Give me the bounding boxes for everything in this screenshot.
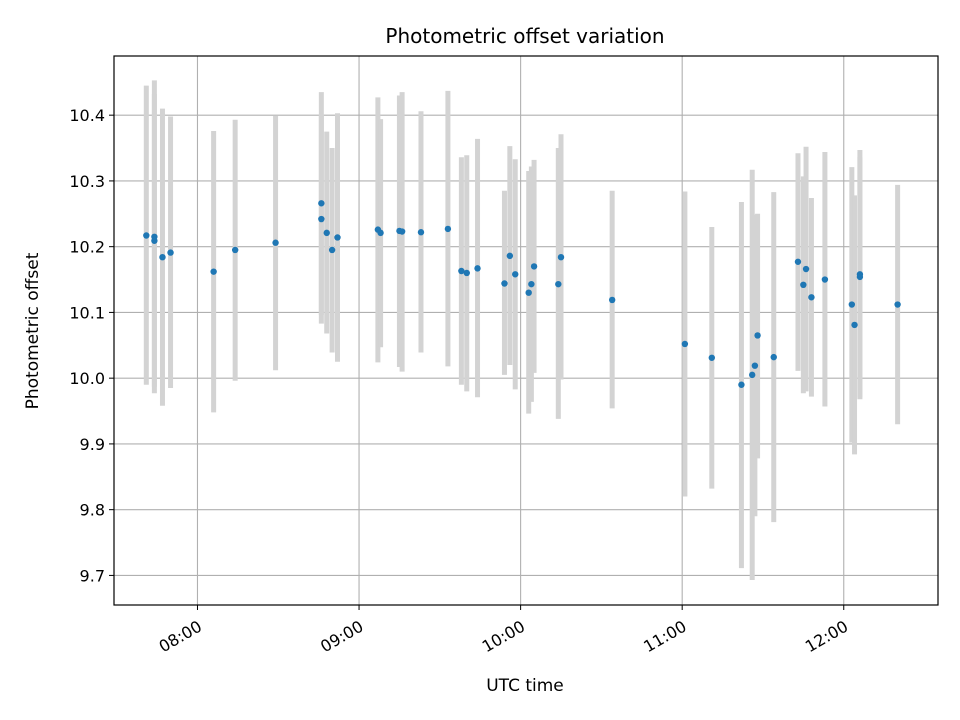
data-point — [851, 321, 858, 329]
y-tick-label: 10.3 — [69, 172, 105, 191]
y-tick-label: 9.9 — [80, 435, 105, 454]
data-point — [856, 273, 864, 281]
data-point — [159, 253, 166, 261]
y-tick-label: 9.8 — [80, 501, 105, 520]
y-tick-label: 10.1 — [69, 303, 105, 322]
data-point — [318, 215, 325, 223]
data-point — [143, 232, 150, 239]
y-tick-label: 10.2 — [69, 238, 105, 257]
data-point — [708, 354, 716, 361]
data-point — [738, 381, 745, 388]
data-point — [800, 281, 807, 289]
data-point — [272, 239, 279, 246]
data-point — [328, 246, 336, 254]
data-point — [231, 246, 239, 254]
data-point — [751, 362, 759, 369]
data-point — [794, 258, 802, 265]
x-axis-label: UTC time — [486, 676, 564, 696]
data-point — [167, 249, 174, 256]
data-point — [894, 301, 901, 308]
y-tick-label: 9.7 — [80, 566, 105, 585]
data-point — [377, 229, 384, 237]
data-point — [681, 340, 689, 348]
data-point — [318, 200, 325, 207]
data-point — [474, 265, 481, 272]
data-point — [444, 225, 452, 233]
grid-lines — [114, 56, 938, 605]
data-points — [143, 200, 901, 388]
data-point — [463, 269, 470, 277]
data-point — [334, 234, 341, 241]
data-point — [501, 280, 508, 287]
data-point — [848, 301, 856, 308]
y-axis-label: Photometric offset — [23, 252, 43, 409]
chart-title: Photometric offset variation — [385, 24, 664, 48]
data-point — [458, 267, 465, 275]
y-axis-ticks: 9.7 9.8 9.9 10.0 10.1 10.2 10.3 10.4 — [69, 106, 114, 585]
data-point — [808, 294, 815, 301]
plot-frame — [113, 55, 939, 606]
data-point — [323, 229, 330, 237]
data-point — [557, 253, 565, 261]
data-point — [754, 332, 761, 339]
data-point — [398, 228, 406, 235]
data-point — [770, 353, 777, 361]
data-point — [417, 229, 425, 236]
data-point — [528, 280, 535, 288]
data-point — [525, 289, 532, 296]
y-tick-label: 10.4 — [69, 106, 105, 125]
data-point — [512, 271, 519, 278]
y-tick-label: 10.0 — [69, 369, 105, 388]
data-point — [748, 371, 756, 379]
data-point — [802, 265, 810, 273]
data-point — [506, 252, 514, 260]
data-point — [210, 268, 217, 275]
data-point — [555, 280, 562, 288]
data-point — [608, 296, 616, 304]
data-point — [151, 237, 158, 244]
data-point — [530, 263, 538, 270]
data-point — [821, 276, 829, 283]
